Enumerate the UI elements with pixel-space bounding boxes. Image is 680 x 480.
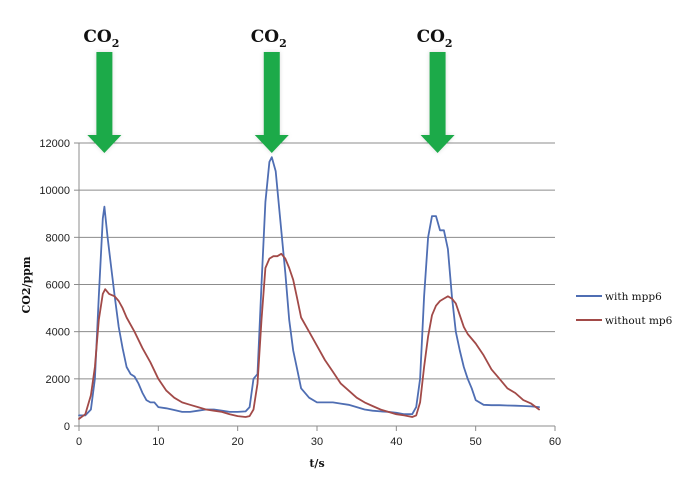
series-lines [78,156,540,420]
co2-marker-1: CO2 [83,27,122,153]
x-tick-label-50: 50 [470,436,482,448]
y-tick-label-2000: 2000 [46,374,70,386]
legend: with mpp6 without mp6 [576,291,673,327]
x-tick-label-40: 40 [390,436,402,448]
y-tick-labels: 0 2000 4000 6000 8000 10000 12000 [39,138,70,433]
y-tick-label-8000: 8000 [46,232,70,244]
series-line-with-mpp6 [78,156,540,417]
down-arrow-icon [254,52,289,153]
co2-label: CO2 [251,27,287,50]
series-line-without-mp6 [78,252,540,420]
y-tick-label-10000: 10000 [39,185,70,197]
legend-label: without mp6 [605,315,673,327]
x-tick-label-60: 60 [549,436,561,448]
y-tick-label-6000: 6000 [46,280,70,292]
legend-label: with mpp6 [605,291,662,303]
y-axis-title: CO2/ppm [20,256,33,313]
down-arrow-icon [87,52,122,153]
co2-label: CO2 [83,27,119,50]
x-axis-title: t/s [309,457,324,470]
x-tick-label-20: 20 [232,436,244,448]
co2-marker-3: CO2 [417,27,455,153]
x-tick-label-30: 30 [311,436,323,448]
co2-label: CO2 [417,27,453,50]
co2-marker-2: CO2 [251,27,289,153]
co2-injection-markers: CO2 CO2 CO2 [83,27,455,153]
x-tick-label-10: 10 [152,436,164,448]
axes [74,142,556,431]
x-tick-labels: 0 10 20 30 40 50 60 [76,436,561,448]
y-tick-label-0: 0 [64,421,70,433]
y-tick-label-4000: 4000 [46,327,70,339]
legend-item-without-mp6: without mp6 [576,315,673,327]
grid-lines [79,142,555,380]
x-tick-label-0: 0 [76,436,82,448]
legend-item-with-mpp6: with mpp6 [576,291,662,303]
y-tick-label-12000: 12000 [39,138,70,150]
down-arrow-icon [420,52,455,153]
